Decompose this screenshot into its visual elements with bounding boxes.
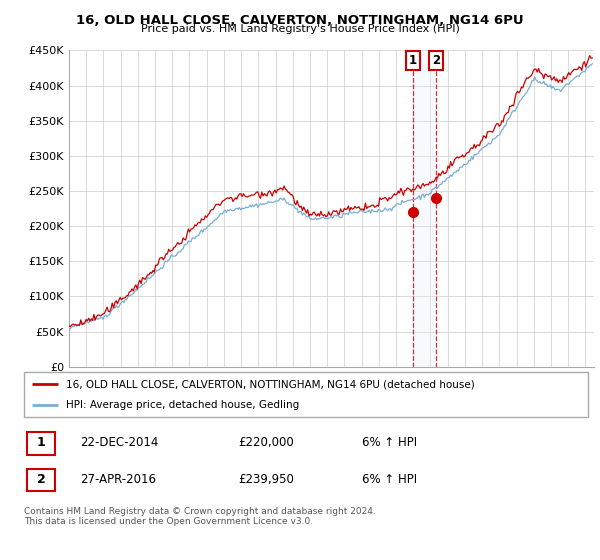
Text: 2: 2: [432, 54, 440, 67]
Text: 1: 1: [409, 54, 417, 67]
Text: 1: 1: [37, 436, 45, 450]
Text: 2: 2: [37, 473, 45, 486]
Text: 16, OLD HALL CLOSE, CALVERTON, NOTTINGHAM, NG14 6PU (detached house): 16, OLD HALL CLOSE, CALVERTON, NOTTINGHA…: [66, 380, 475, 390]
Text: 27-APR-2016: 27-APR-2016: [80, 473, 157, 486]
Text: Price paid vs. HM Land Registry's House Price Index (HPI): Price paid vs. HM Land Registry's House …: [140, 24, 460, 34]
Text: £239,950: £239,950: [238, 473, 294, 486]
Text: HPI: Average price, detached house, Gedling: HPI: Average price, detached house, Gedl…: [66, 400, 299, 410]
FancyBboxPatch shape: [24, 372, 588, 417]
Text: Contains HM Land Registry data © Crown copyright and database right 2024.
This d: Contains HM Land Registry data © Crown c…: [24, 507, 376, 526]
Text: 6% ↑ HPI: 6% ↑ HPI: [362, 436, 418, 450]
FancyBboxPatch shape: [27, 432, 55, 455]
Text: £220,000: £220,000: [238, 436, 294, 450]
FancyBboxPatch shape: [27, 469, 55, 491]
Text: 22-DEC-2014: 22-DEC-2014: [80, 436, 159, 450]
Text: 16, OLD HALL CLOSE, CALVERTON, NOTTINGHAM, NG14 6PU: 16, OLD HALL CLOSE, CALVERTON, NOTTINGHA…: [76, 14, 524, 27]
Text: 6% ↑ HPI: 6% ↑ HPI: [362, 473, 418, 486]
Bar: [413, 50, 436, 367]
